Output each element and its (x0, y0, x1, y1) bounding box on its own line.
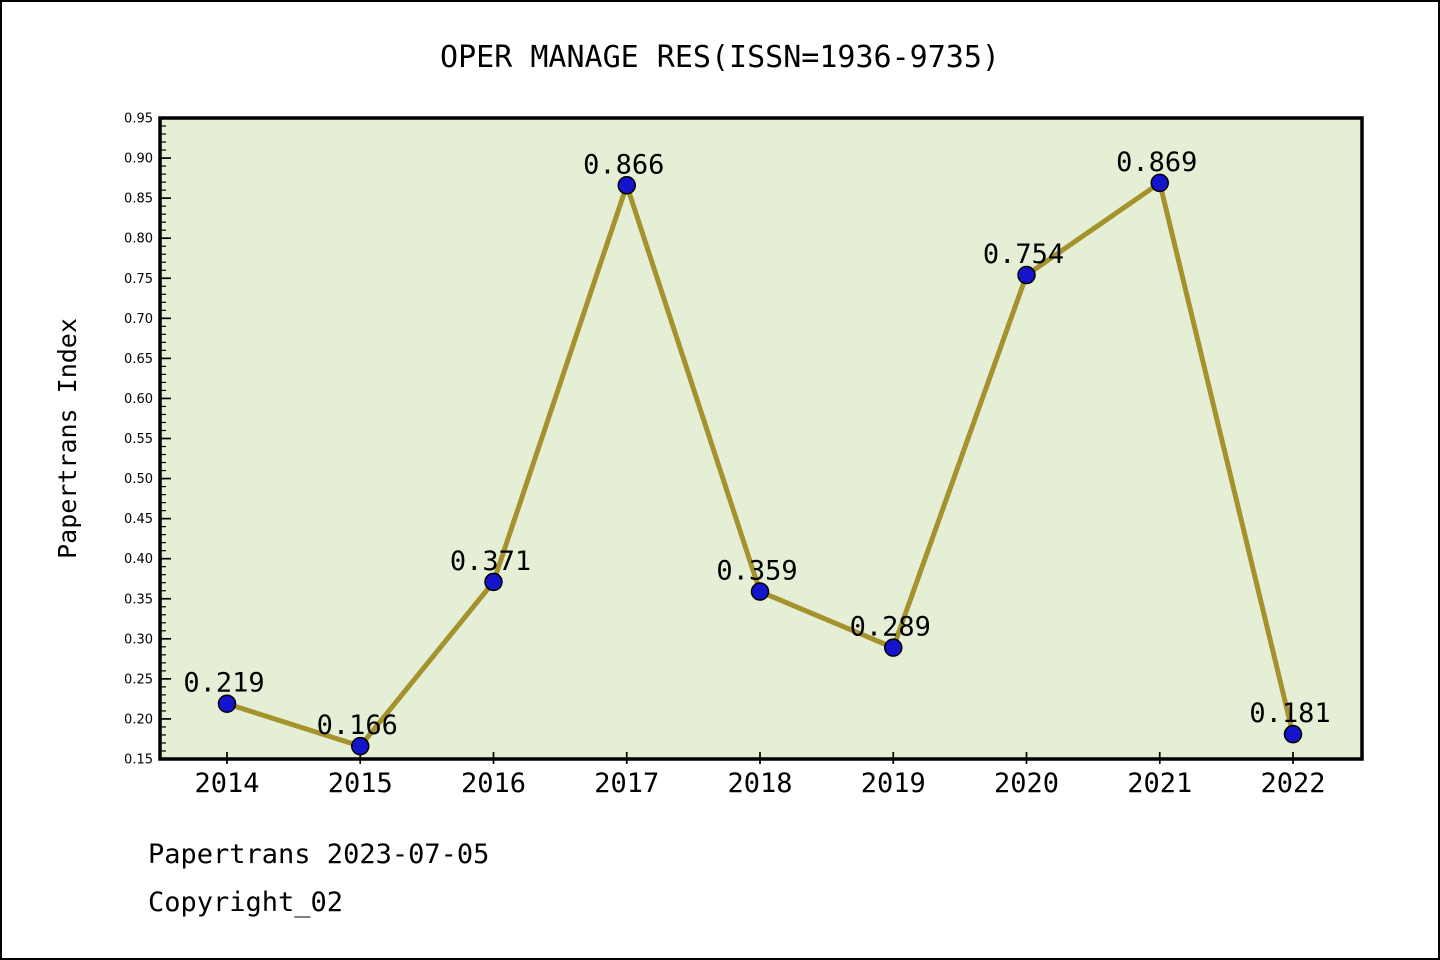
y-tick-label: 0.45 (124, 512, 153, 527)
y-axis-title: Papertrans Index (53, 318, 82, 559)
data-point-2022 (1283, 724, 1303, 744)
footer-copyright: Copyright_02 (148, 887, 344, 918)
data-point-label: 0.754 (983, 239, 1064, 270)
data-point-label: 0.219 (183, 668, 264, 699)
y-tick-label: 0.35 (124, 592, 153, 607)
x-tick-label: 2016 (461, 768, 526, 799)
data-points: 0.219 0.166 0.371 0.866 0.359 0.289 0.754 0.869… (183, 147, 1331, 756)
y-tick-label: 0.20 (124, 712, 153, 727)
y-tick-label: 0.95 (124, 112, 153, 127)
data-point-label: 0.166 (317, 710, 398, 741)
x-axis-ticks: 2014 2015 2016 2017 2018 2019 2020 2021 2022 (194, 752, 1326, 799)
x-tick-label: 2022 (1260, 768, 1325, 799)
footer-source-date: Papertrans 2023-07-05 (148, 839, 490, 870)
y-tick-label: 0.70 (124, 312, 153, 327)
y-tick-label: 0.65 (124, 352, 153, 367)
y-tick-label: 0.50 (124, 472, 153, 487)
data-point-2019 (884, 638, 903, 657)
y-tick-label: 0.40 (124, 552, 153, 567)
chart-title: OPER MANAGE RES(ISSN=1936-9735) (440, 40, 1000, 75)
data-point-2014 (217, 694, 237, 713)
x-tick-label: 2019 (861, 768, 926, 799)
y-tick-label: 0.90 (124, 152, 153, 167)
data-point-label: 0.371 (450, 546, 531, 577)
data-point-2020 (1017, 265, 1036, 285)
data-point-2021 (1150, 173, 1169, 193)
y-axis-tick-labels: 0.15 0.20 0.25 0.30 0.35 0.40 0.45 0.50 0.55 0.60… (124, 112, 153, 768)
y-tick-label: 0.60 (124, 392, 153, 407)
data-point-2017 (617, 176, 636, 195)
plot-area (160, 118, 1362, 759)
data-point-label: 0.866 (583, 149, 664, 180)
y-tick-label: 0.55 (124, 432, 153, 447)
y-tick-label: 0.75 (124, 272, 153, 287)
y-tick-label: 0.80 (124, 232, 153, 247)
x-tick-label: 2021 (1127, 768, 1192, 799)
data-point-2015 (351, 736, 370, 756)
x-tick-label: 2015 (328, 768, 393, 799)
data-point-2018 (750, 582, 770, 601)
data-point-label: 0.289 (850, 612, 931, 643)
y-tick-label: 0.30 (124, 632, 153, 647)
y-tick-label: 0.15 (124, 753, 153, 768)
plot-frame (158, 116, 1364, 761)
data-point-2016 (484, 572, 503, 592)
data-point-label: 0.869 (1116, 147, 1197, 178)
x-tick-label: 2014 (194, 768, 259, 799)
x-tick-label: 2018 (727, 768, 792, 799)
x-tick-label: 2017 (594, 768, 659, 799)
data-point-label: 0.359 (716, 556, 797, 587)
y-tick-label: 0.85 (124, 192, 153, 207)
y-tick-label: 0.25 (124, 672, 153, 687)
x-tick-label: 2020 (994, 768, 1059, 799)
data-point-label: 0.181 (1249, 698, 1330, 729)
